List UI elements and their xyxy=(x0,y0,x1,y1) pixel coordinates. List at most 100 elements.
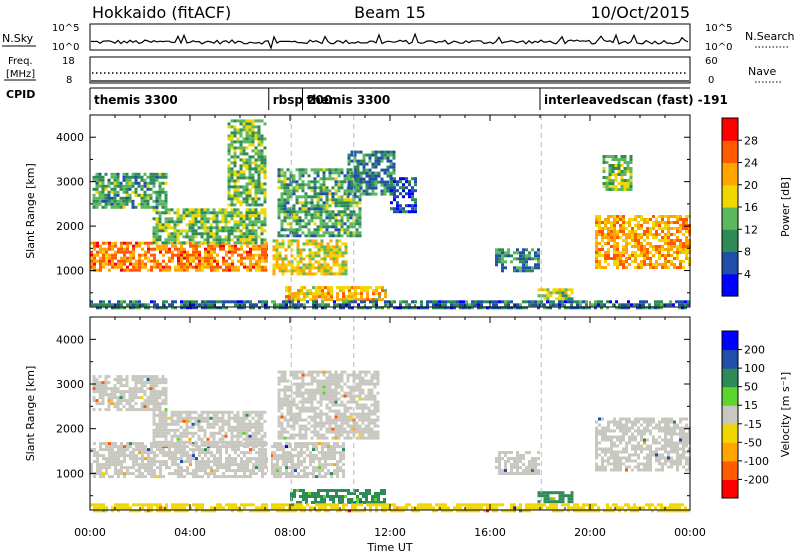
data-cell xyxy=(286,177,290,181)
data-cell xyxy=(216,463,219,467)
data-cell xyxy=(155,241,159,245)
data-cell xyxy=(658,263,661,266)
data-cell xyxy=(324,442,327,446)
data-cell xyxy=(242,419,246,423)
data-cell xyxy=(380,192,384,196)
data-cell xyxy=(687,303,690,307)
data-cell xyxy=(98,402,102,406)
data-cell xyxy=(325,192,329,196)
data-cell xyxy=(278,257,282,261)
data-cell xyxy=(676,221,679,224)
data-cell xyxy=(338,251,342,255)
data-cell xyxy=(667,242,670,245)
data-cell xyxy=(123,256,126,260)
data-cell xyxy=(200,416,204,420)
data-cell xyxy=(135,259,138,263)
data-cell xyxy=(634,215,637,218)
data-cell xyxy=(298,207,302,211)
data-cell xyxy=(384,303,387,307)
data-cell xyxy=(165,268,168,272)
data-cell xyxy=(345,298,348,302)
data-cell xyxy=(628,230,631,233)
data-cell xyxy=(598,251,601,254)
data-cell xyxy=(122,199,126,203)
data-cell xyxy=(655,248,658,251)
data-cell xyxy=(658,245,661,248)
y-tick-label: 4000 xyxy=(56,131,84,144)
data-cell xyxy=(131,393,135,397)
data-cell xyxy=(631,260,634,263)
data-cell xyxy=(236,194,240,198)
data-cell xyxy=(613,230,616,233)
data-cell xyxy=(149,193,153,197)
data-cell xyxy=(228,244,231,248)
data-cell xyxy=(242,149,246,153)
data-cell xyxy=(117,445,120,449)
data-cell xyxy=(272,266,276,270)
data-cell xyxy=(260,413,264,417)
data-cell xyxy=(292,373,296,377)
data-cell xyxy=(328,177,332,181)
data-cell xyxy=(153,259,156,263)
data-cell xyxy=(155,402,159,406)
data-cell xyxy=(617,167,621,170)
data-cell xyxy=(132,265,135,269)
data-cell xyxy=(231,250,234,254)
data-cell xyxy=(192,259,195,263)
data-cell xyxy=(344,263,348,267)
data-cell xyxy=(343,231,347,235)
data-cell xyxy=(230,200,234,204)
data-cell xyxy=(177,463,180,467)
data-cell xyxy=(670,242,673,245)
data-cell xyxy=(174,247,177,251)
data-cell xyxy=(616,236,619,239)
data-cell xyxy=(340,171,344,175)
data-cell xyxy=(310,406,314,410)
data-cell xyxy=(685,236,688,239)
data-cell xyxy=(152,208,156,212)
data-cell xyxy=(309,451,312,455)
data-cell xyxy=(555,297,559,301)
data-cell xyxy=(207,472,210,476)
data-cell xyxy=(248,140,252,144)
data-cell xyxy=(640,248,643,251)
data-cell xyxy=(108,460,111,464)
data-cell xyxy=(239,149,243,153)
data-cell xyxy=(371,183,375,187)
data-cell xyxy=(204,262,207,266)
data-cell xyxy=(316,216,320,220)
data-cell xyxy=(676,266,679,269)
data-cell xyxy=(198,268,201,272)
data-cell xyxy=(93,247,96,251)
data-cell xyxy=(230,194,234,198)
data-cell xyxy=(159,445,162,449)
data-cell xyxy=(286,430,290,434)
data-cell xyxy=(257,158,261,162)
data-cell xyxy=(624,306,627,310)
data-cell xyxy=(286,379,290,383)
data-cell xyxy=(595,236,598,239)
data-cell xyxy=(522,251,525,255)
data-cell xyxy=(249,457,252,461)
data-cell xyxy=(153,469,156,473)
data-cell xyxy=(277,397,281,401)
data-cell xyxy=(279,306,282,310)
data-cell xyxy=(281,269,285,273)
data-cell xyxy=(146,402,150,406)
data-cell xyxy=(291,460,294,464)
data-cell xyxy=(298,394,302,398)
data-cell xyxy=(291,469,294,473)
data-cell xyxy=(510,300,513,304)
data-cell xyxy=(402,210,405,214)
data-cell xyxy=(243,469,246,473)
data-cell xyxy=(307,201,311,205)
data-cell xyxy=(414,180,417,184)
data-cell xyxy=(231,448,234,452)
data-cell xyxy=(280,370,284,374)
data-cell xyxy=(237,469,240,473)
data-cell xyxy=(174,265,177,269)
data-cell xyxy=(200,211,204,215)
data-cell xyxy=(158,214,162,218)
data-cell xyxy=(282,460,285,464)
data-cell xyxy=(123,466,126,470)
